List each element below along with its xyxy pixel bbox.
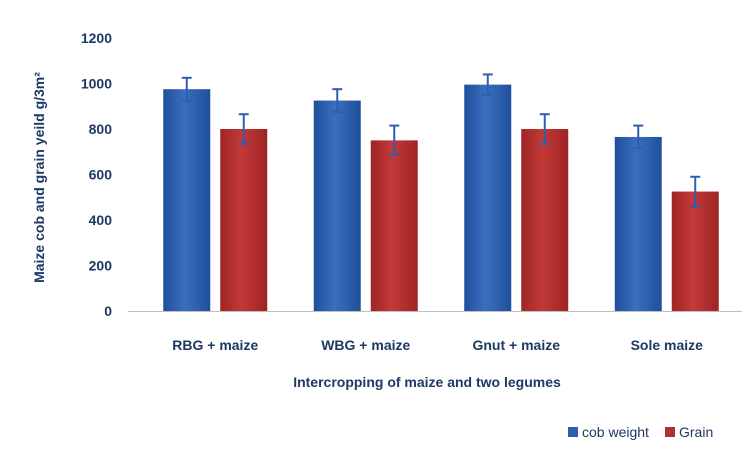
y-tick-label: 600 xyxy=(89,167,113,183)
bar-cob-weight xyxy=(614,136,662,311)
legend-label-grain: Grain xyxy=(679,424,713,440)
y-tick-label: 200 xyxy=(89,258,113,274)
error-bar-grain xyxy=(238,113,249,145)
bar-cob-weight xyxy=(313,100,361,311)
error-bar-grain xyxy=(389,124,400,157)
x-axis-ticks: RBG + maize WBG + maize Gnut + maize Sole m… xyxy=(172,337,703,353)
error-bar-grain xyxy=(539,113,550,145)
error-bar-cob-weight xyxy=(633,124,644,150)
y-axis-title: Maize cob and grain yeild g/3m² xyxy=(31,72,47,283)
y-tick-label: 400 xyxy=(89,212,113,228)
error-bar-grain xyxy=(690,175,701,208)
x-tick-label: Gnut + maize xyxy=(472,337,560,353)
error-bar-cob-weight xyxy=(332,88,343,113)
x-tick-label: RBG + maize xyxy=(172,337,258,353)
bar-grain xyxy=(370,140,418,311)
bar-cob-weight xyxy=(163,89,211,311)
bar-grain xyxy=(220,129,268,311)
bar-grain xyxy=(671,191,719,311)
legend: cob weight Grain xyxy=(568,424,713,440)
x-tick-label: WBG + maize xyxy=(321,337,410,353)
bar-cob-weight xyxy=(464,84,512,311)
x-axis-title: Intercropping of maize and two legumes xyxy=(293,374,561,390)
legend-label-cob-weight: cob weight xyxy=(582,424,649,440)
legend-swatch-cob-weight xyxy=(568,427,578,437)
x-tick-label: Sole maize xyxy=(631,337,704,353)
error-bar-cob-weight xyxy=(482,73,493,96)
error-bar-cob-weight xyxy=(181,76,192,102)
legend-swatch-grain xyxy=(665,427,675,437)
bar-grain xyxy=(521,129,569,311)
y-tick-label: 0 xyxy=(104,303,112,319)
y-tick-label: 1000 xyxy=(81,76,112,92)
bars-group xyxy=(163,73,719,311)
y-axis-ticks: 0 200 400 600 800 1000 1200 xyxy=(81,30,112,319)
y-tick-label: 800 xyxy=(89,121,113,137)
y-tick-label: 1200 xyxy=(81,30,112,46)
